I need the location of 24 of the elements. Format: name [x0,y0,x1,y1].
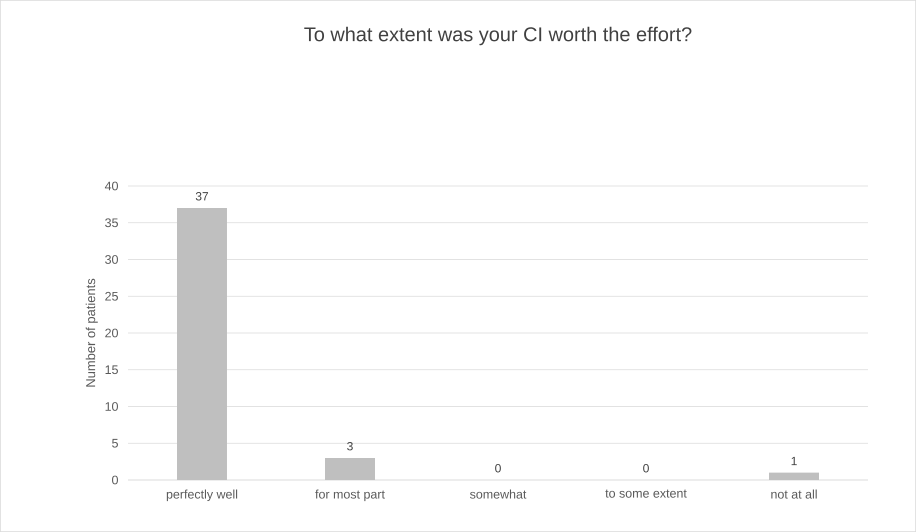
y-tick-label: 25 [105,292,118,301]
x-tick-label: perfectly well [166,490,238,502]
bar [176,208,227,480]
y-tick-label: 20 [105,328,118,338]
x-tick-label: to some extent [605,490,687,498]
x-tick-label: for most part [315,490,385,502]
y-tick-label: 5 [112,438,118,448]
bar [769,472,820,480]
data-label: 0 [643,464,649,472]
x-tick-label: somewhat [470,490,526,499]
x-tick-label: not at all [771,490,817,499]
data-label: 37 [196,192,208,201]
y-tick-label: 40 [104,182,118,190]
y-tick-label: 30 [105,255,118,264]
y-tick-label: 10 [106,402,118,411]
y-tick-label: 35 [105,218,118,228]
y-tick-label: 15 [106,365,118,374]
bar [325,458,376,480]
y-axis-title: Number of patients [86,278,98,387]
data-label: 1 [792,456,797,466]
chart-title: To what extent was your CI worth the effort? [304,26,692,46]
data-label: 0 [495,464,501,472]
data-label: 3 [347,442,353,450]
y-tick-label: 0 [112,476,118,484]
